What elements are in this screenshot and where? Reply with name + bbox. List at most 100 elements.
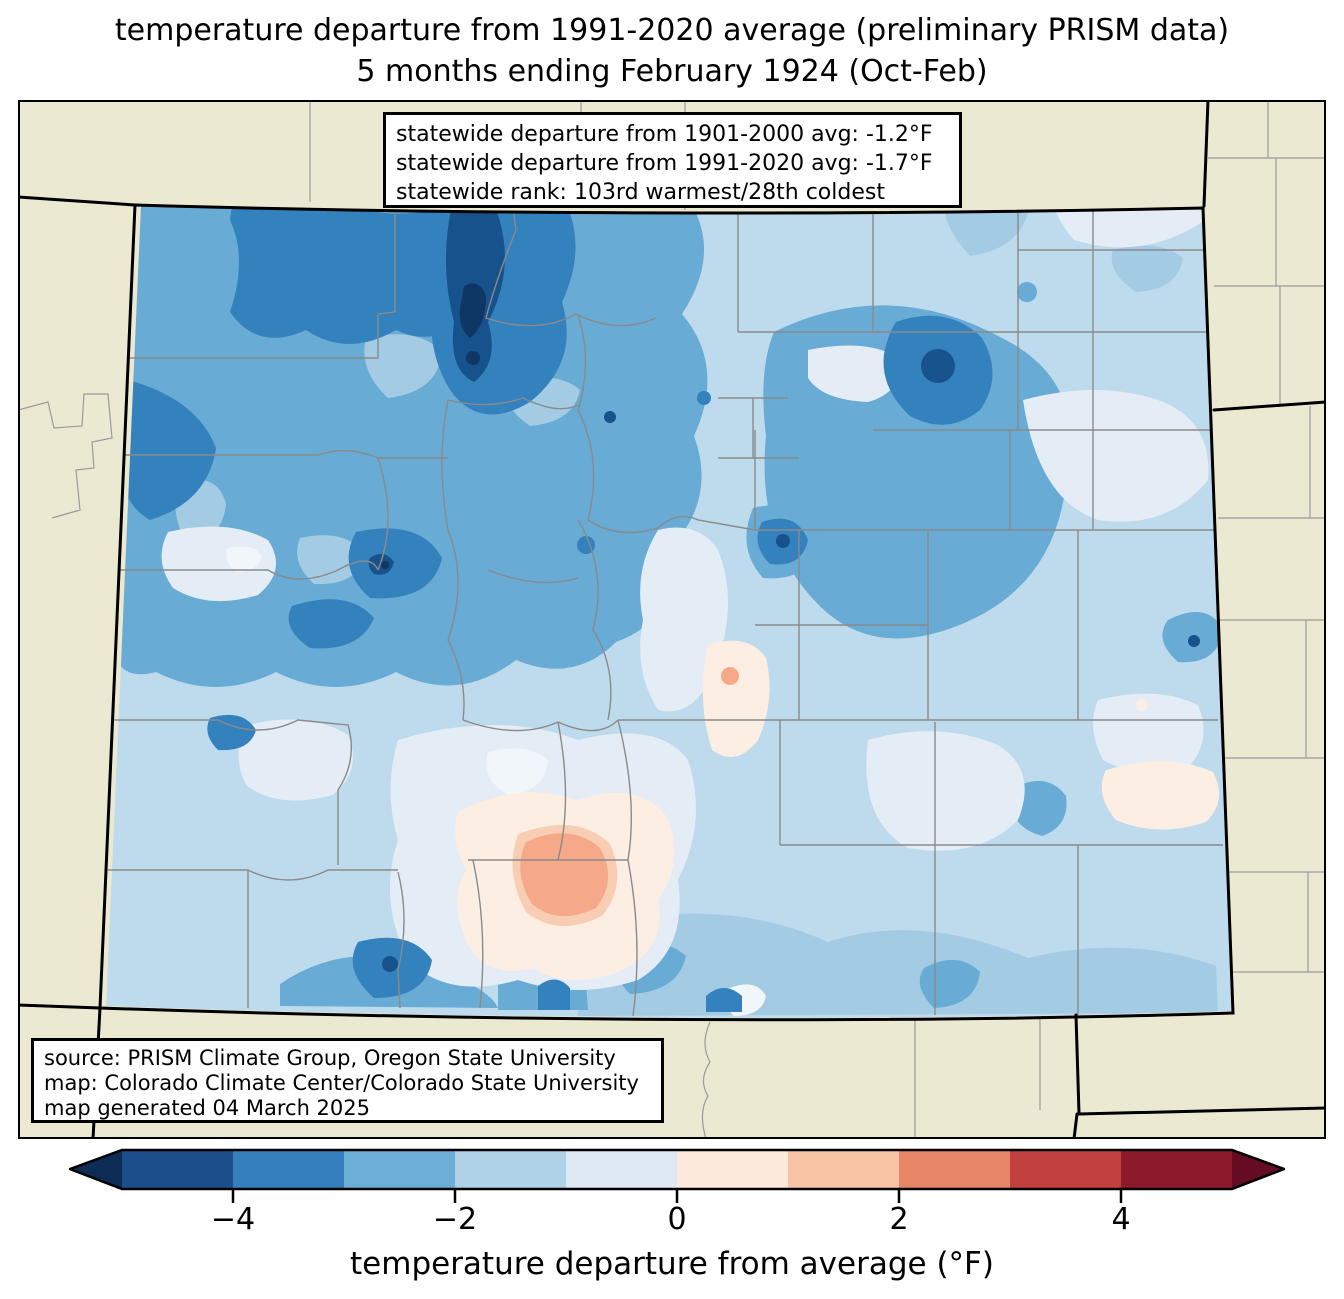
tick-label-0: 0: [667, 1202, 687, 1237]
contour-region: [1017, 282, 1037, 302]
contour-region: [348, 528, 442, 599]
source-line-3: map generated 04 March 2025: [44, 1096, 371, 1120]
contour-region: [226, 546, 262, 572]
contour-region: [1136, 699, 1148, 711]
contour-region: [538, 979, 570, 1010]
colorbar-segment: [1121, 1149, 1232, 1190]
contour-region: [207, 714, 256, 751]
county-line: [755, 429, 1218, 531]
source-line-1: source: PRISM Climate Group, Oregon Stat…: [44, 1046, 616, 1070]
contour-region: [706, 988, 742, 1012]
county-line: [577, 314, 595, 521]
contour-region: [117, 378, 216, 520]
colorbar-over-arrow: [1232, 1150, 1284, 1189]
border-gap: [100, 1006, 1233, 1020]
contour-region: [808, 345, 899, 402]
contour-region: [866, 731, 1025, 851]
contour-region: [1012, 780, 1067, 836]
county-line: [462, 719, 628, 1009]
colorbar-under-arrow: [70, 1150, 122, 1189]
contour-region: [1101, 761, 1220, 830]
county-line: [701, 1015, 1041, 1139]
contour-region: [288, 599, 374, 649]
state-border-segment: [1202, 100, 1210, 208]
county-line: [617, 719, 638, 1017]
contour-region: [1093, 693, 1204, 773]
county-line: [117, 450, 448, 459]
tick-label-4: 4: [1111, 1202, 1131, 1237]
contour-region: [1111, 245, 1183, 292]
contour-region: [604, 411, 616, 423]
county-line: [487, 569, 579, 584]
county-lines: [103, 205, 1223, 1017]
county-line: [1218, 406, 1326, 973]
contour-region: [1043, 205, 1208, 248]
county-line: [1017, 205, 1208, 530]
county-line: [103, 719, 353, 865]
contour-region: [721, 667, 739, 685]
contour-region: [230, 205, 488, 344]
map-frame: [18, 100, 1326, 1139]
colorbar-segment: [455, 1149, 566, 1190]
colorbar-segment: [344, 1149, 455, 1190]
source-line-2: map: Colorado Climate Center/Colorado St…: [44, 1071, 639, 1095]
county-line: [247, 870, 405, 1009]
colorbar-svg: [66, 1148, 1288, 1203]
tick-label-neg2: −2: [432, 1202, 478, 1237]
county-line: [441, 397, 579, 721]
county-line: [485, 205, 657, 327]
title-line-2: 5 months ending February 1924 (Oct-Feb): [356, 54, 988, 89]
contour-region: [943, 205, 1030, 256]
county-line: [18, 393, 113, 519]
colorado-border: [98, 203, 1235, 1022]
county-line: [718, 397, 799, 530]
county-line: [108, 869, 398, 881]
state-border-segment: [1072, 1013, 1326, 1139]
contour-region: [776, 534, 790, 548]
county-line: [117, 205, 396, 359]
tick-label-2: 2: [889, 1202, 909, 1237]
colorado-map: [18, 100, 1326, 1139]
colorbar-segment: [788, 1149, 899, 1190]
contour-region: [1188, 635, 1200, 647]
colorbar-segment: [677, 1149, 788, 1190]
colorado-map-panel: [18, 100, 1326, 1139]
state-border-segment: [1212, 400, 1326, 412]
county-line: [108, 560, 379, 580]
contour-region: [486, 748, 548, 796]
colorbar-segment: [1010, 1149, 1121, 1190]
contour-region: [520, 833, 609, 917]
colorbar: [66, 1148, 1288, 1206]
statewide-stats-box: statewide departure from 1901-2000 avg: …: [383, 112, 962, 208]
county-line: [755, 530, 1079, 720]
colorbar-outline: [66, 1148, 1288, 1191]
state-contours: [100, 205, 1233, 1020]
colorbar-segment: [899, 1149, 1010, 1190]
contour-region: [161, 526, 276, 602]
contour-region: [238, 719, 353, 801]
contour-region: [297, 535, 364, 585]
contour-region: [382, 956, 398, 972]
stats-line-3: statewide rank: 103rd warmest/28th colde…: [396, 180, 885, 205]
contour-region: [466, 351, 480, 365]
state-border-segment: [18, 1003, 102, 1010]
colorbar-axis-label: temperature departure from average (°F): [350, 1246, 994, 1282]
colorbar-segment: [122, 1149, 233, 1190]
source-attribution-box: source: PRISM Climate Group, Oregon Stat…: [31, 1038, 664, 1123]
figure-title: temperature departure from 1991-2020 ave…: [0, 10, 1344, 92]
stats-line-1: statewide departure from 1901-2000 avg: …: [396, 122, 933, 147]
contour-region: [364, 334, 442, 398]
contour-region: [702, 640, 770, 758]
tick-label-neg4: −4: [210, 1202, 256, 1237]
county-line: [618, 719, 1223, 1015]
contour-region: [459, 283, 486, 338]
colorbar-ticks: [231, 1190, 1123, 1203]
contour-region: [577, 536, 595, 554]
county-line: [737, 205, 1208, 333]
county-line: [577, 519, 612, 721]
contour-region: [921, 349, 955, 383]
stats-line-2: statewide departure from 1991-2020 avg: …: [396, 151, 933, 176]
title-line-1: temperature departure from 1991-2020 ave…: [114, 13, 1230, 48]
county-line: [1208, 100, 1326, 406]
